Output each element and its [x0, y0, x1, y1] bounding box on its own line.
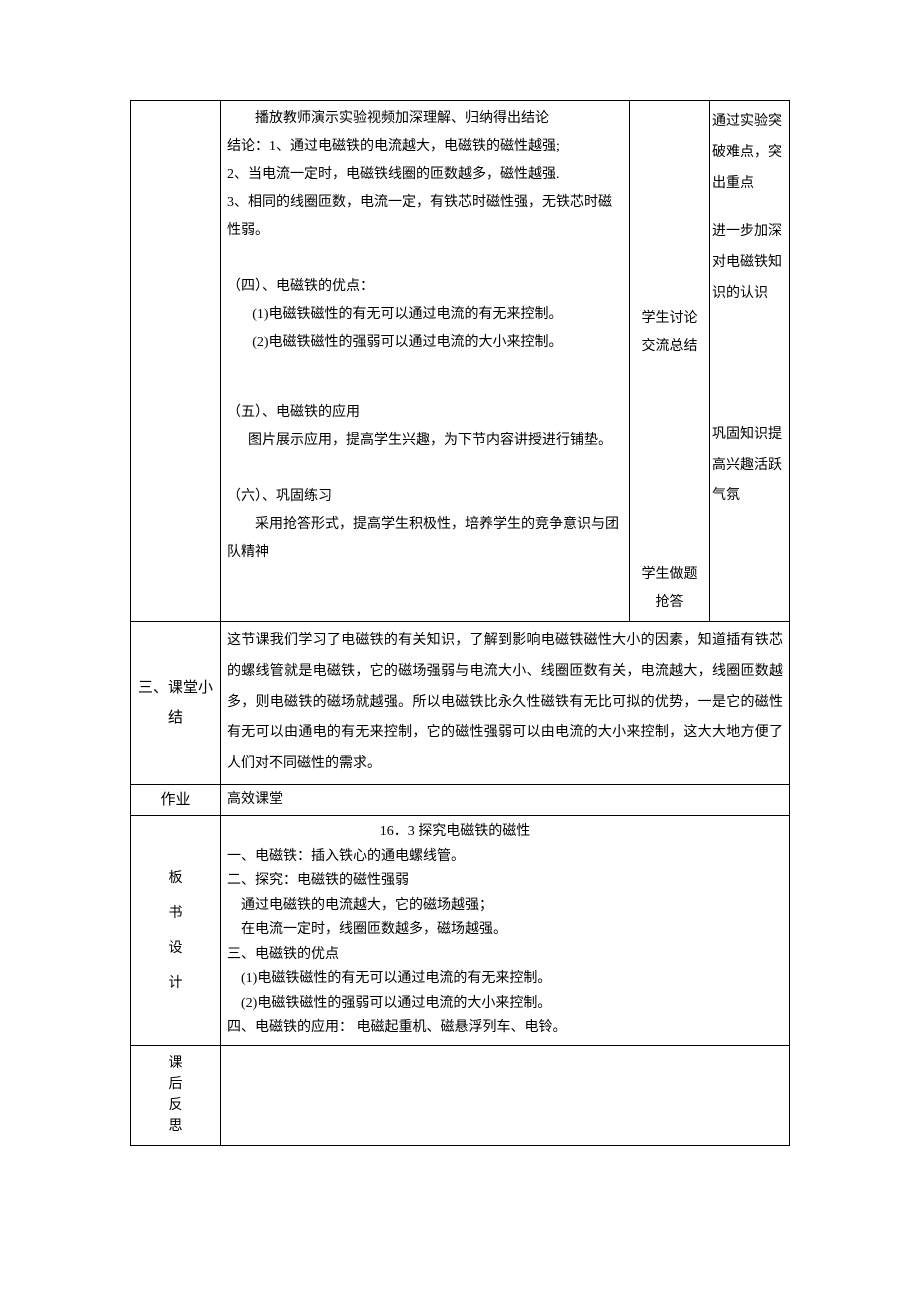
- row1-student-cell: 学生讨论交流总结 学生做题抢答: [630, 101, 710, 622]
- board-l8: 四、电磁铁的应用： 电磁起重机、磁悬浮列车、电铃。: [227, 1016, 783, 1041]
- board-row: 板 书 设 计 16．3 探究电磁铁的磁性 一、电磁铁：插入铁心的通电螺线管。 …: [131, 816, 790, 1046]
- reflection-label-2: 后: [137, 1074, 214, 1095]
- board-l4: 在电流一定时，线圈匝数越多，磁场越强。: [241, 918, 783, 943]
- board-l2: 二、探究：电磁铁的磁性强弱: [227, 869, 783, 894]
- reflection-label-1: 课: [137, 1053, 214, 1074]
- board-label-3: 设: [137, 931, 214, 966]
- board-l3: 通过电磁铁的电流越大，它的磁场越强；: [241, 894, 783, 919]
- reflection-label: 课 后 反 思: [131, 1045, 221, 1145]
- row1-remark-cell: 通过实验突破难点，突出重点 进一步加深对电磁铁知识的认识 巩固知识提高兴趣活跃气…: [710, 101, 790, 622]
- row1-label-cell: [131, 101, 221, 622]
- remark-r1: 通过实验突破难点，突出重点: [712, 107, 787, 199]
- content-p2: 结论：1、通过电磁铁的电流越大，电磁铁的磁性越强;: [227, 133, 623, 161]
- content-p1: 播放教师演示实验视频加深理解、归纳得出结论: [227, 105, 623, 133]
- board-l5: 三、电磁铁的优点: [227, 943, 783, 968]
- homework-content: 高效课堂: [221, 784, 790, 816]
- student-s1: 学生讨论交流总结: [636, 305, 703, 361]
- board-title: 16．3 探究电磁铁的磁性: [127, 820, 783, 845]
- board-label: 板 书 设 计: [131, 816, 221, 1046]
- homework-row: 作业 高效课堂: [131, 784, 790, 816]
- lesson-plan-table: 播放教师演示实验视频加深理解、归纳得出结论 结论：1、通过电磁铁的电流越大，电磁…: [130, 100, 790, 1146]
- content-p8: （五）、电磁铁的应用: [227, 399, 623, 427]
- student-s2: 学生做题抢答: [636, 561, 703, 617]
- remark-r2: 进一步加深对电磁铁知识的认识: [712, 217, 787, 309]
- reflection-label-4: 思: [137, 1116, 214, 1137]
- board-l7: (2)电磁铁磁性的强弱可以通过电流的大小来控制。: [241, 992, 783, 1017]
- reflection-content: [221, 1045, 790, 1145]
- board-label-1: 板: [137, 861, 214, 896]
- summary-row: 三、课堂小结 这节课我们学习了电磁铁的有关知识，了解到影响电磁铁磁性大小的因素，…: [131, 622, 790, 785]
- spacer: [227, 385, 623, 399]
- board-l6: (1)电磁铁磁性的有无可以通过电流的有无来控制。: [241, 967, 783, 992]
- content-p5: （四）、电磁铁的优点：: [227, 273, 623, 301]
- reflection-label-3: 反: [137, 1095, 214, 1116]
- summary-label: 三、课堂小结: [131, 622, 221, 785]
- board-content: 16．3 探究电磁铁的磁性 一、电磁铁：插入铁心的通电螺线管。 二、探究：电磁铁…: [221, 816, 790, 1046]
- row1-content-cell: 播放教师演示实验视频加深理解、归纳得出结论 结论：1、通过电磁铁的电流越大，电磁…: [221, 101, 630, 622]
- content-p6: (1)电磁铁磁性的有无可以通过电流的有无来控制。: [227, 301, 623, 329]
- reflection-row: 课 后 反 思: [131, 1045, 790, 1145]
- content-p11: 采用抢答形式，提高学生积极性，培养学生的竞争意识与团队精神: [227, 517, 619, 560]
- content-p9: 图片展示应用，提高学生兴趣，为下节内容讲授进行铺垫。: [248, 433, 612, 448]
- main-content-row: 播放教师演示实验视频加深理解、归纳得出结论 结论：1、通过电磁铁的电流越大，电磁…: [131, 101, 790, 622]
- board-label-4: 计: [137, 966, 214, 1001]
- summary-content: 这节课我们学习了电磁铁的有关知识，了解到影响电磁铁磁性大小的因素，知道插有铁芯的…: [221, 622, 790, 785]
- content-p4: 3、相同的线圈匝数，电流一定，有铁芯时磁性强，无铁芯时磁性弱。: [227, 189, 623, 245]
- content-p3: 2、当电流一定时，电磁铁线圈的匝数越多，磁性越强.: [227, 161, 623, 189]
- board-l1: 一、电磁铁：插入铁心的通电螺线管。: [227, 845, 783, 870]
- homework-label: 作业: [131, 784, 221, 816]
- board-label-2: 书: [137, 896, 214, 931]
- content-p10: （六）、巩固练习: [227, 483, 623, 511]
- content-p7: (2)电磁铁磁性的强弱可以通过电流的大小来控制。: [227, 329, 623, 357]
- remark-r3: 巩固知识提高兴趣活跃气氛: [712, 420, 787, 512]
